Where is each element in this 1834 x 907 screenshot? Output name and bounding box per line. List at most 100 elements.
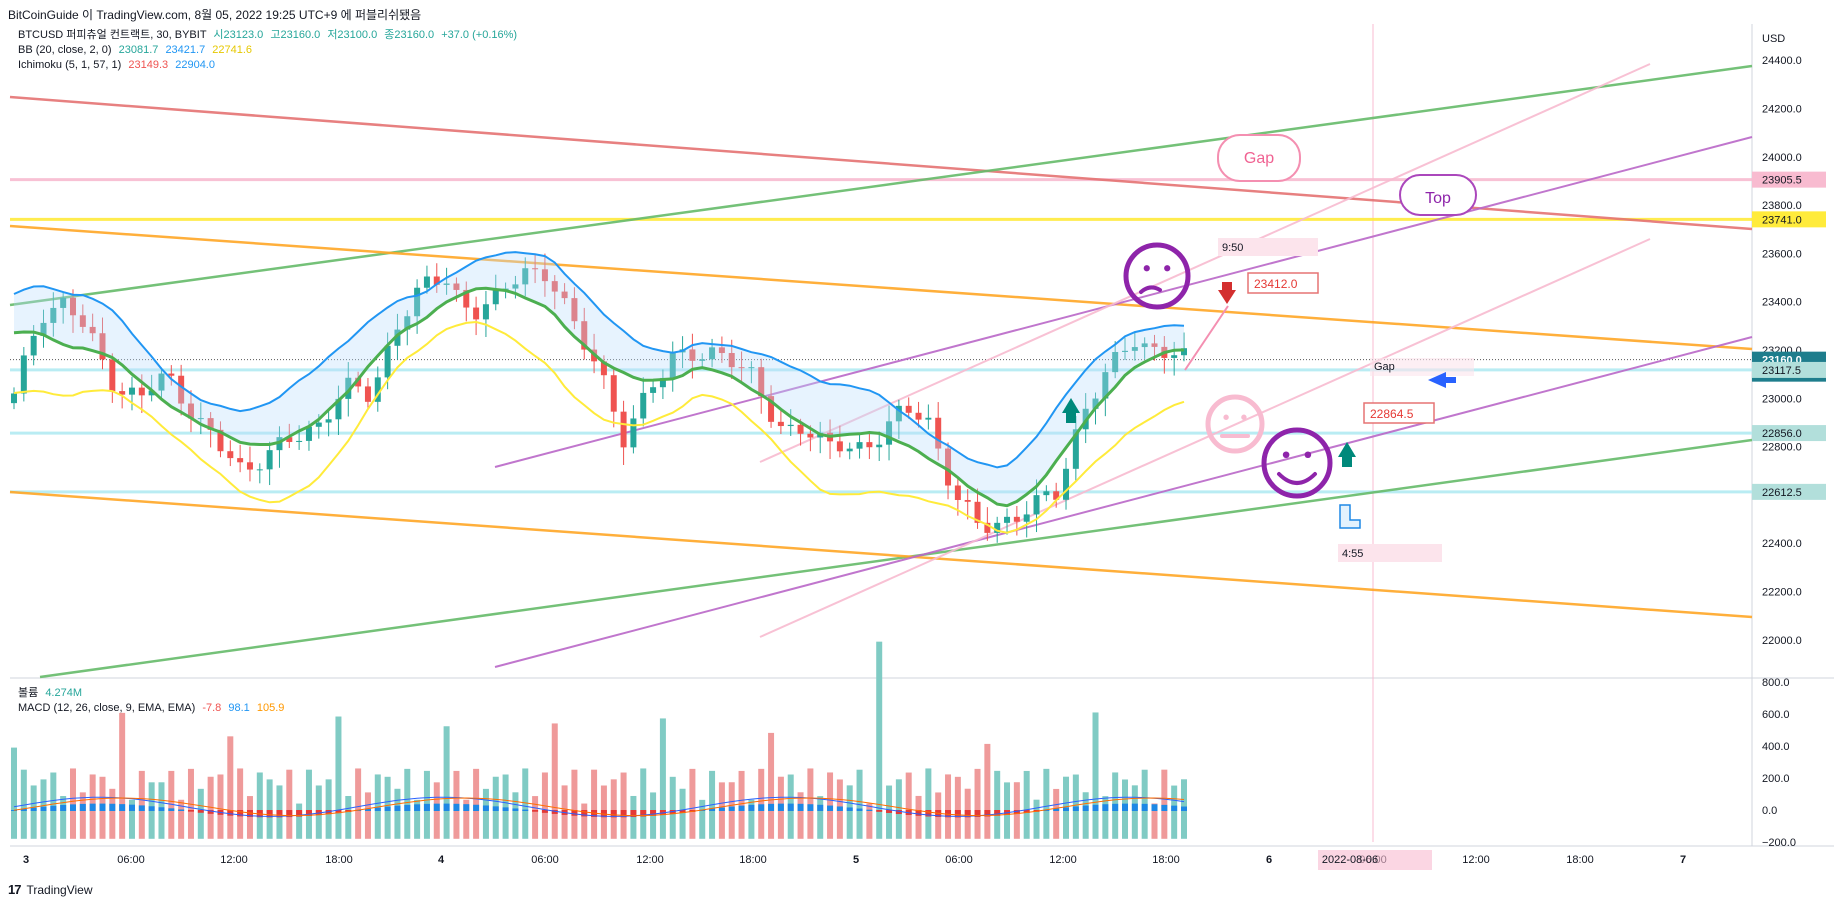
- macd-histogram-bar: [158, 807, 165, 811]
- volume-bar: [679, 788, 686, 839]
- volume-bar: [1043, 768, 1050, 839]
- macd-histogram-bar: [876, 810, 883, 812]
- macd-histogram-bar: [276, 810, 283, 818]
- time-box-455: [1338, 544, 1442, 562]
- x-tick-label: 18:00: [1566, 854, 1594, 866]
- macd-histogram-bar: [1122, 803, 1129, 811]
- macd-histogram-bar: [846, 807, 853, 811]
- macd-histogram-bar: [414, 804, 421, 811]
- macd-histogram-bar: [119, 804, 126, 811]
- macd-histogram-bar: [1053, 808, 1060, 811]
- gap-text-2: Gap: [1374, 361, 1395, 373]
- volume-bar: [109, 788, 116, 839]
- candle-body: [1102, 372, 1109, 399]
- macd-histogram-bar: [571, 810, 578, 816]
- candle-body: [473, 307, 480, 320]
- volume-bar: [876, 641, 883, 839]
- volume-bar: [1131, 785, 1138, 839]
- candle-body: [1112, 351, 1119, 373]
- candle-body: [797, 424, 804, 434]
- macd-histogram-bar: [1082, 805, 1089, 811]
- x-tick-label: 3: [23, 854, 29, 866]
- volume-bar: [60, 796, 67, 839]
- macd-histogram-bar: [128, 804, 135, 811]
- target-label-low-text: 22864.5: [1370, 407, 1414, 421]
- macd-histogram-bar: [40, 806, 47, 811]
- volume-bar: [659, 718, 666, 839]
- pink-trend-line-lower: [759, 238, 1651, 638]
- candle-body: [217, 429, 224, 452]
- candle-body: [296, 440, 303, 442]
- up-arrow-icon: [1062, 398, 1080, 413]
- candle-body: [30, 335, 37, 356]
- volume-bar: [699, 799, 706, 839]
- macd-histogram-bar: [227, 810, 234, 816]
- volume-bar: [768, 732, 775, 839]
- candle-body: [394, 329, 401, 346]
- candle-body: [79, 315, 86, 327]
- macd-histogram-bar: [207, 810, 214, 814]
- volume-bar: [1171, 785, 1178, 839]
- candle-body: [876, 444, 883, 448]
- volume-bar: [168, 770, 175, 839]
- macd-histogram-bar: [1171, 805, 1178, 811]
- volume-bar: [758, 768, 765, 839]
- volume-bar: [915, 795, 922, 839]
- macd-legend: MACD (12, 26, close, 9, EMA, EMA) -7.8 9…: [18, 701, 284, 716]
- volume-bar: [79, 792, 86, 839]
- candle-body: [178, 375, 185, 404]
- macd-histogram-bar: [296, 810, 303, 817]
- y-tick-label: 23800.0: [1762, 200, 1802, 212]
- volume-bar: [11, 747, 17, 839]
- x-tick-label: 4: [438, 854, 445, 866]
- candle-body: [512, 284, 519, 289]
- macd-histogram-bar: [974, 810, 981, 817]
- candle-body: [11, 393, 17, 404]
- price-label-box: [1752, 483, 1826, 500]
- y-tick-label: 22400.0: [1762, 538, 1802, 550]
- candle-body: [1131, 347, 1138, 351]
- volume-bar: [394, 788, 401, 839]
- x-tick-label: 18:00: [739, 854, 767, 866]
- smiley-face-icon-mouth: [1277, 472, 1317, 485]
- macd-histogram-bar: [89, 803, 96, 811]
- volume-bar: [296, 803, 303, 839]
- macd-histogram-bar: [640, 810, 647, 817]
- macd-histogram-bar: [1102, 804, 1109, 811]
- volume-bar: [473, 768, 480, 839]
- volume-bar: [846, 785, 853, 839]
- macd-histogram-bar: [473, 804, 480, 811]
- volume-bar: [630, 795, 637, 839]
- smiley-face-icon-eye: [1282, 451, 1290, 459]
- macd-histogram-bar: [50, 805, 57, 811]
- volume-bar: [30, 785, 37, 839]
- volume-bar: [1082, 792, 1089, 839]
- volume-bar: [20, 769, 27, 839]
- ichimoku-label: Ichimoku (5, 1, 57, 1): [18, 59, 122, 71]
- macd-histogram-bar: [738, 805, 745, 811]
- macd-histogram-bar: [620, 810, 627, 818]
- ichimoku-value-1: 23149.3: [128, 59, 169, 71]
- high-value: 고23160.0: [270, 29, 321, 41]
- x-tick-label: 6: [1266, 854, 1272, 866]
- candle-body: [99, 333, 106, 360]
- macd-value-1: -7.8: [202, 702, 222, 714]
- candle-body: [443, 283, 450, 285]
- candle-body: [119, 391, 126, 395]
- purple-trend-line-lower: [494, 336, 1753, 668]
- macd-histogram-bar: [758, 804, 765, 811]
- candle-body: [227, 451, 234, 459]
- macd-histogram-bar: [237, 810, 244, 817]
- macd-line: [13, 796, 1185, 817]
- candle-body: [532, 268, 539, 270]
- x-tick-label: 12:00: [220, 854, 248, 866]
- volume-bar: [50, 772, 57, 839]
- candle-body: [207, 418, 214, 430]
- macd-histogram-bar: [728, 806, 735, 811]
- bb-legend: BB (20, close, 2, 0) 23081.7 23421.7 227…: [18, 43, 252, 58]
- volume-bar: [945, 774, 952, 839]
- candle-body: [571, 298, 578, 322]
- candle-body: [777, 421, 784, 427]
- y-tick-label: 24200.0: [1762, 104, 1802, 116]
